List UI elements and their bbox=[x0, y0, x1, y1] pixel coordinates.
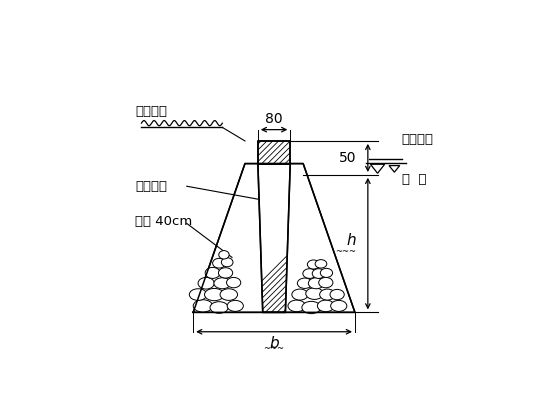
Ellipse shape bbox=[218, 268, 232, 278]
Ellipse shape bbox=[204, 289, 224, 301]
Ellipse shape bbox=[198, 278, 214, 289]
Ellipse shape bbox=[214, 278, 231, 289]
Text: 80: 80 bbox=[265, 112, 283, 126]
Polygon shape bbox=[258, 141, 290, 163]
Ellipse shape bbox=[227, 278, 241, 288]
Ellipse shape bbox=[205, 268, 220, 278]
Polygon shape bbox=[193, 163, 355, 312]
Ellipse shape bbox=[309, 278, 324, 289]
Ellipse shape bbox=[318, 300, 334, 312]
Ellipse shape bbox=[220, 289, 237, 300]
Ellipse shape bbox=[330, 300, 347, 311]
Text: ~~~: ~~~ bbox=[264, 344, 284, 353]
Ellipse shape bbox=[306, 288, 323, 299]
Ellipse shape bbox=[227, 300, 244, 311]
Text: 水  位: 水 位 bbox=[402, 173, 426, 186]
Ellipse shape bbox=[193, 300, 213, 312]
Ellipse shape bbox=[213, 258, 226, 268]
Ellipse shape bbox=[292, 289, 308, 300]
Text: 草包叠排: 草包叠排 bbox=[135, 105, 167, 118]
Ellipse shape bbox=[297, 278, 312, 289]
Text: 宽度 40cm: 宽度 40cm bbox=[135, 215, 192, 228]
Ellipse shape bbox=[315, 260, 327, 268]
Text: ~~~: ~~~ bbox=[335, 247, 357, 256]
Ellipse shape bbox=[330, 289, 344, 300]
Ellipse shape bbox=[221, 258, 233, 267]
Ellipse shape bbox=[210, 302, 228, 313]
Ellipse shape bbox=[302, 302, 321, 314]
Text: 50: 50 bbox=[339, 151, 357, 165]
Text: h: h bbox=[347, 233, 357, 248]
Ellipse shape bbox=[320, 289, 335, 300]
Ellipse shape bbox=[307, 260, 320, 269]
Ellipse shape bbox=[189, 289, 207, 300]
Ellipse shape bbox=[288, 300, 305, 312]
Ellipse shape bbox=[312, 269, 325, 278]
Text: 防洗心墙: 防洗心墙 bbox=[135, 180, 167, 193]
Ellipse shape bbox=[219, 251, 229, 259]
Ellipse shape bbox=[320, 268, 333, 278]
Ellipse shape bbox=[319, 278, 333, 288]
Text: 围堰顶高: 围堰顶高 bbox=[402, 133, 434, 146]
Text: b: b bbox=[269, 336, 279, 351]
Ellipse shape bbox=[303, 269, 316, 278]
Polygon shape bbox=[258, 163, 290, 312]
